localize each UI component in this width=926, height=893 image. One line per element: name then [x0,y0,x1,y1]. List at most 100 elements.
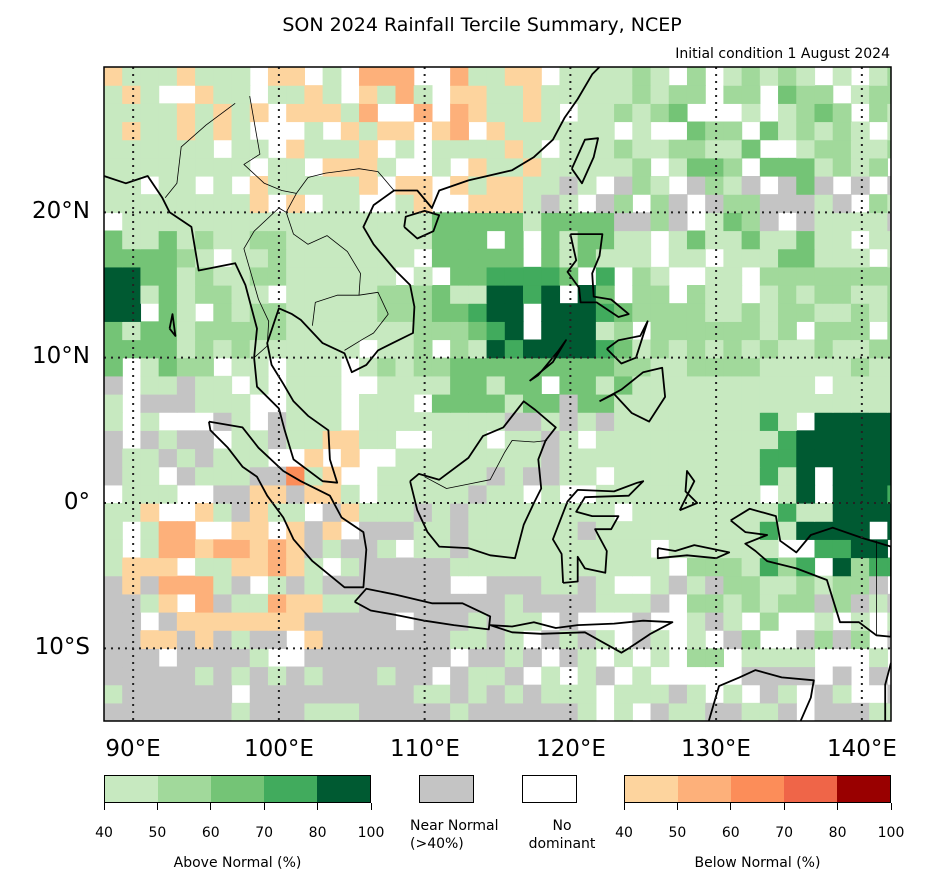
tercile-cell [614,339,633,359]
tercile-cell [395,194,415,213]
tercile-cell [741,593,761,613]
tercile-cell [377,357,397,377]
tercile-cell [869,557,888,577]
tercile-cell [741,466,761,486]
tercile-cell [140,85,160,104]
tercile-cell [104,430,123,450]
tercile-cell [869,593,888,613]
tercile-cell [577,630,597,649]
tercile-cell [541,684,561,704]
tercile-cell [286,230,305,250]
tercile-cell [887,503,891,522]
tercile-cell [577,230,597,250]
lon-label-140e: 140°E [827,736,897,762]
tercile-cell [158,521,178,540]
tercile-cell [523,394,542,413]
tercile-cell [249,702,269,721]
tercile-cell [869,430,888,450]
tercile-cell [778,593,797,613]
tercile-cell [377,593,397,613]
tercile-cell [814,303,834,322]
tercile-cell [176,339,196,359]
tercile-cell [614,375,633,395]
tercile-cell [377,303,397,322]
tercile-cell [814,394,834,413]
above-tickmark [156,803,158,810]
tercile-cell [814,448,834,468]
tercile-cell [395,303,415,322]
tercile-cell [668,157,688,177]
tercile-cell [796,484,816,504]
tercile-cell [267,539,287,559]
tercile-cell [395,448,415,468]
tercile-cell [195,375,214,395]
tercile-cell [887,103,891,123]
tercile-cell [814,285,834,304]
tercile-cell [340,684,360,704]
tercile-cell [450,557,469,577]
tercile-cell [286,157,305,177]
tercile-cell [413,484,433,504]
tercile-cell [413,375,433,395]
tercile-cell [723,702,743,721]
tercile-cell [705,230,724,250]
tercile-cell [850,321,870,341]
tercile-cell [140,194,160,213]
tercile-cell [176,176,196,195]
tercile-cell [122,321,142,341]
tercile-cell [887,612,891,631]
tercile-cell [286,666,305,686]
tercile-cell [523,539,542,559]
tercile-cell [395,339,415,359]
tercile-cell [104,248,123,268]
tercile-cell [759,121,779,141]
tercile-cell [413,176,433,195]
tercile-cell [304,557,324,577]
tercile-cell [778,466,797,486]
tercile-cell [650,357,670,377]
above-seg-4 [264,776,317,802]
tercile-cell [705,430,724,450]
tercile-cell [650,212,670,232]
tercile-cell [577,448,597,468]
tercile-cell [723,248,743,268]
tercile-cell [486,103,506,123]
tercile-cell [778,648,797,668]
tercile-cell [832,702,852,721]
tercile-cell [450,666,469,686]
tercile-cell [723,539,743,559]
tercile-cell [322,285,342,304]
tercile-cell [778,230,797,250]
tercile-cell [158,266,178,286]
tercile-cell [650,557,670,577]
tercile-cell [450,484,469,504]
tercile-cell [504,285,524,304]
tercile-cell [504,212,524,232]
tercile-cell [304,630,324,649]
tercile-cell [832,539,852,559]
tercile-cell [741,666,761,686]
tercile-cell [231,303,251,322]
tercile-cell [632,394,652,413]
tercile-cell [686,248,706,268]
tercile-cell [577,121,597,141]
tercile-cell [814,357,834,377]
tercile-cell [559,521,579,540]
tercile-cell [686,357,706,377]
tercile-cell [686,285,706,304]
tercile-cell [523,412,542,431]
tercile-cell [778,266,797,286]
tercile-cell [814,176,834,195]
tercile-cell [595,448,615,468]
tercile-cell [450,521,469,540]
tercile-cell [705,212,724,232]
tercile-cell [759,375,779,395]
tercile-cell [559,593,579,613]
tercile-cell [741,484,761,504]
tercile-cell [431,466,451,486]
tercile-cell [158,539,178,559]
tercile-cell [395,484,415,504]
tercile-cell [778,430,797,450]
tercile-cell [705,157,724,177]
tercile-cell [723,557,743,577]
